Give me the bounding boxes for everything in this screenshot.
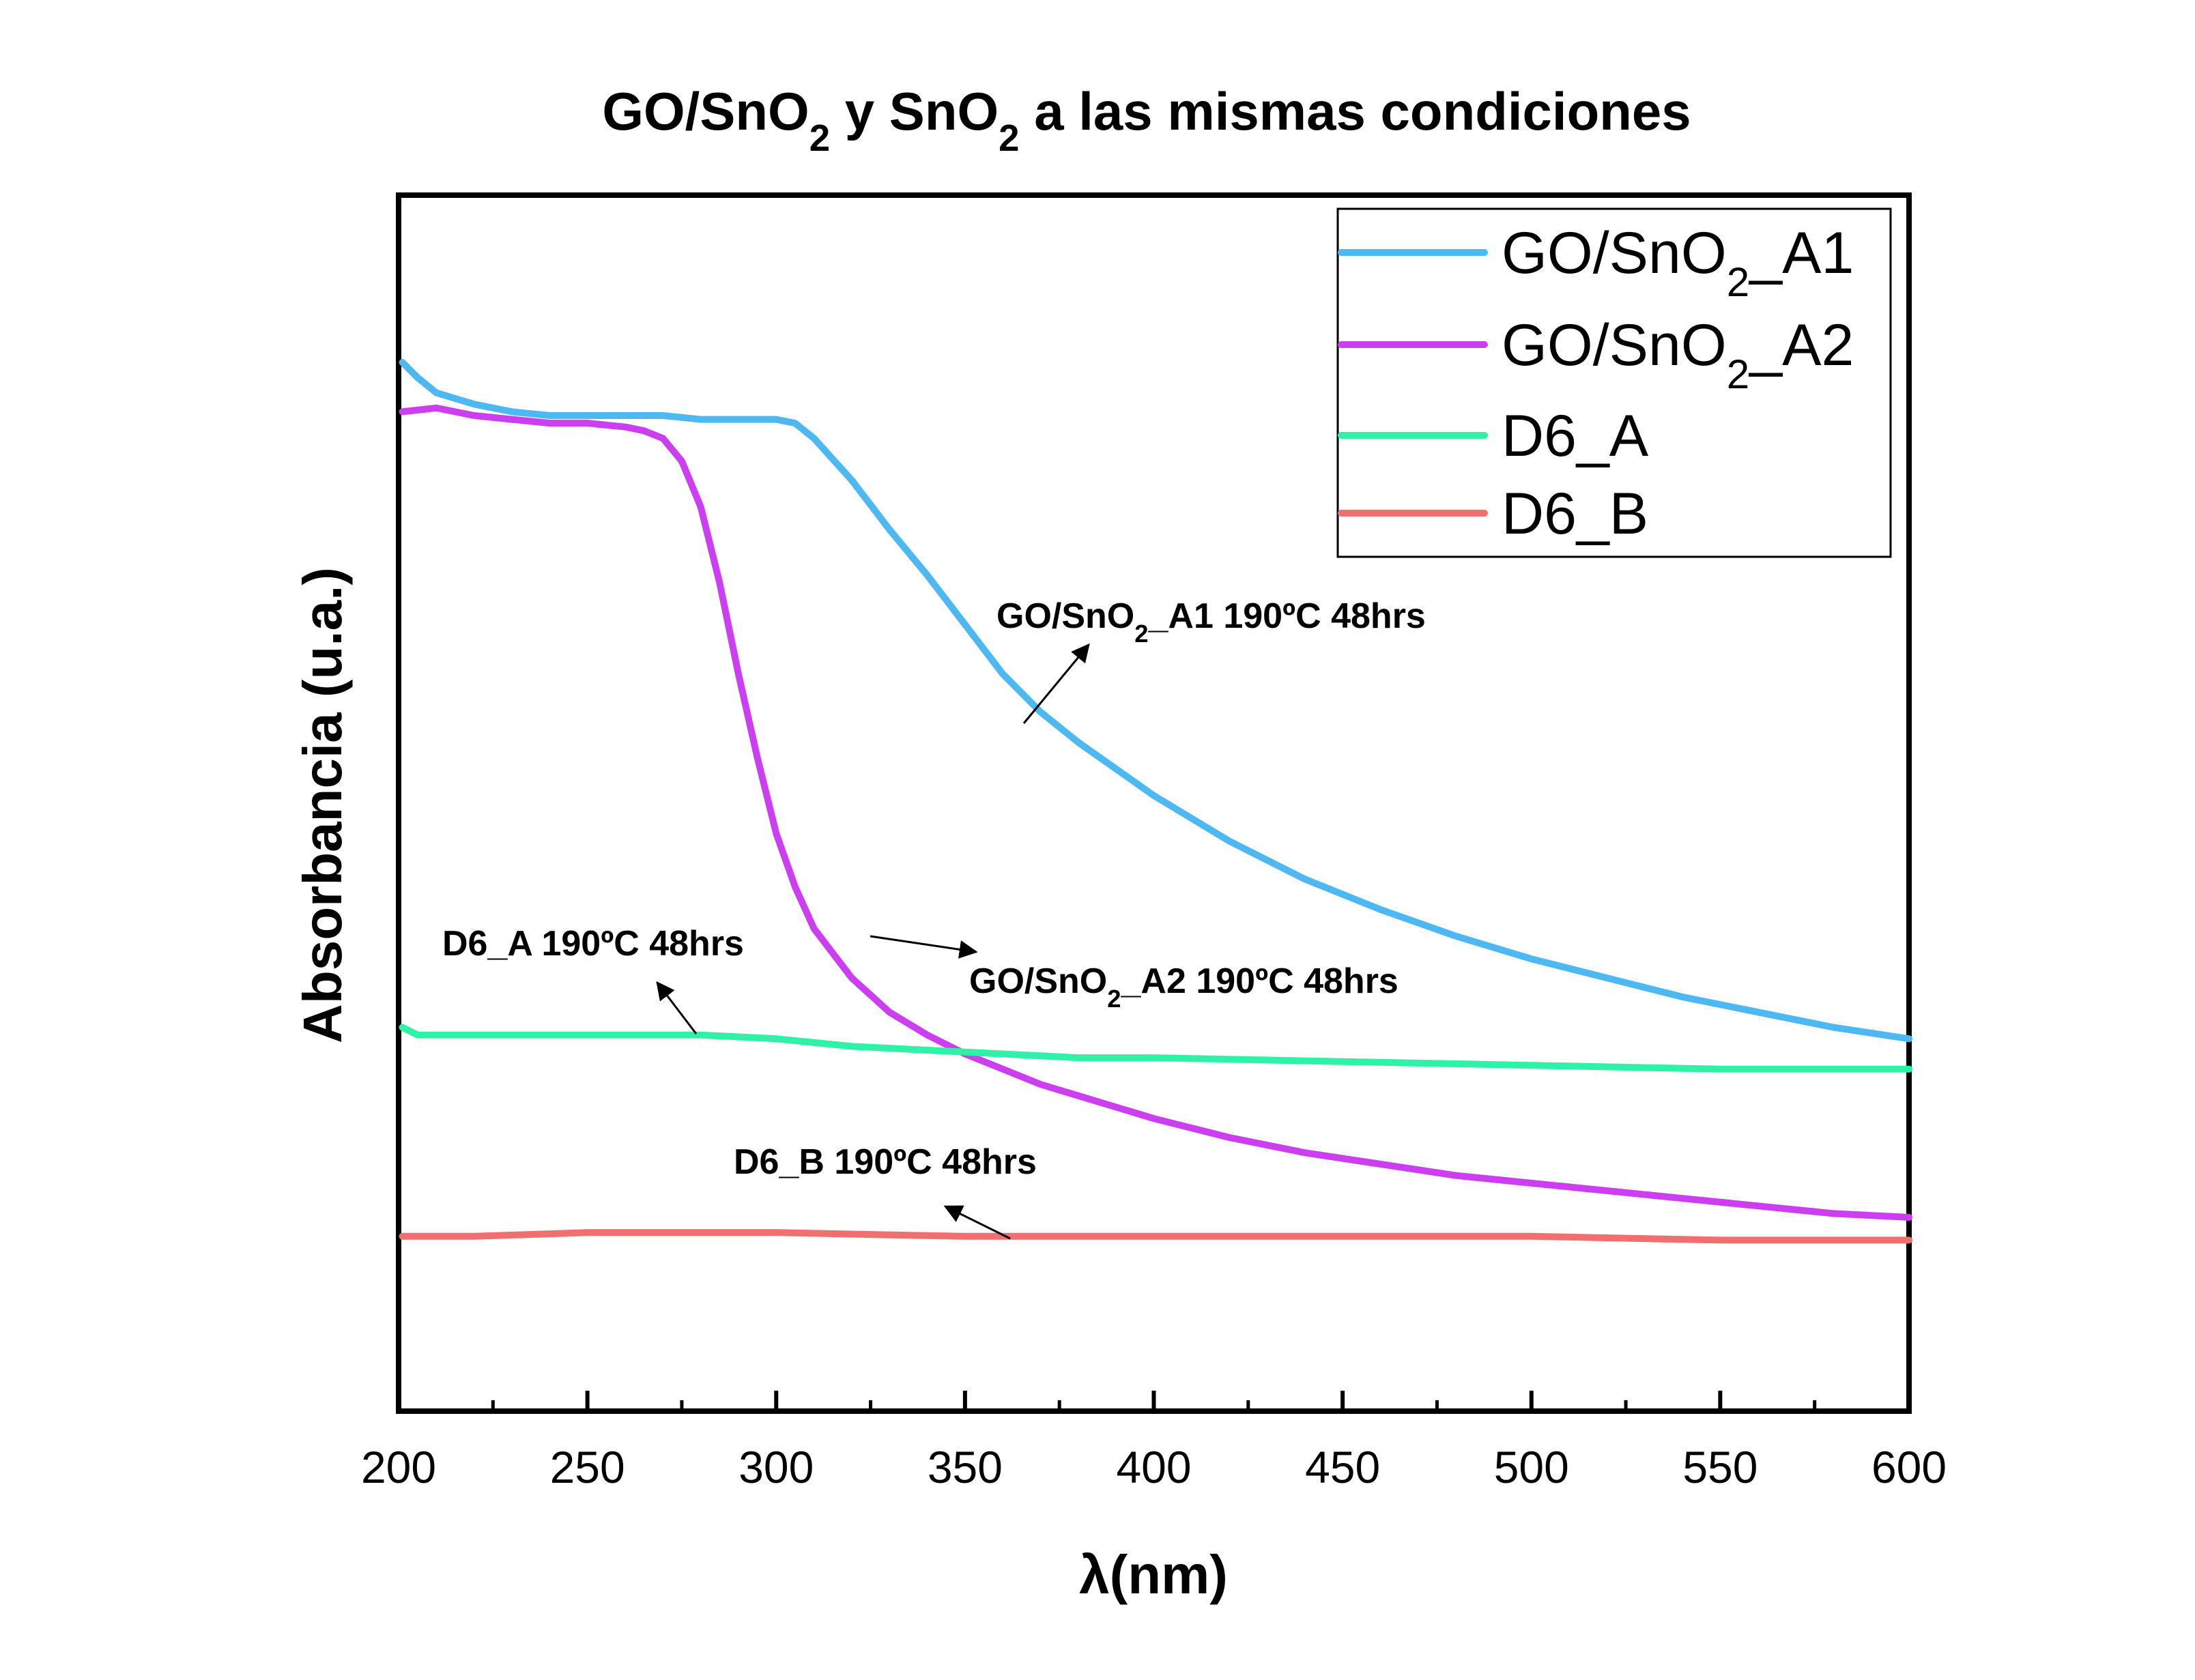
annotation-arrow	[656, 981, 698, 1034]
series-line	[399, 1229, 1912, 1244]
legend-label: GO/SnO2_A1	[1502, 220, 1854, 305]
legend-label: GO/SnO2_A2	[1502, 313, 1854, 397]
series-line	[399, 404, 1912, 1221]
x-tick-label: 450	[1305, 1442, 1380, 1492]
x-tick-label: 600	[1871, 1442, 1947, 1492]
series-line	[399, 359, 1912, 1043]
legend-label: D6_B	[1502, 481, 1648, 547]
series-line	[399, 1024, 1912, 1073]
x-axis-ticks: 200 250 300 350 400 450 500 550 600	[361, 1391, 1947, 1492]
annotation-arrow	[870, 935, 978, 959]
chart-title: GO/SnO2 y SnO2 a las mismas condiciones	[602, 81, 1691, 159]
legend-box	[1336, 207, 1892, 558]
legend-label: D6_A	[1502, 403, 1649, 469]
annotation-label: GO/SnO2_A1 190ºC 48hrs	[996, 596, 1426, 648]
x-tick-label: 200	[361, 1442, 436, 1492]
x-axis-label: λ(nm)	[1079, 1544, 1228, 1605]
annotation-label: D6_A 190ºC 48hrs	[442, 924, 744, 964]
series-lines	[399, 359, 1912, 1244]
x-tick-label: 550	[1682, 1442, 1758, 1492]
annotation-label: D6_B 190ºC 48hrs	[734, 1142, 1037, 1182]
annotation-label: GO/SnO2_A2 190ºC 48hrs	[969, 961, 1398, 1013]
x-tick-label: 250	[550, 1442, 625, 1492]
x-tick-label: 400	[1116, 1442, 1191, 1492]
x-tick-label: 350	[928, 1442, 1003, 1492]
annotation-arrow	[943, 1205, 1011, 1240]
annotations: GO/SnO2_A1 190ºC 48hrs GO/SnO2_A2 190ºC 4…	[442, 596, 1426, 1240]
y-axis-label: Absorbancia (u.a.)	[292, 567, 353, 1043]
x-tick-label: 500	[1494, 1442, 1569, 1492]
x-tick-label: 300	[738, 1442, 814, 1492]
annotation-arrow	[1022, 643, 1090, 724]
